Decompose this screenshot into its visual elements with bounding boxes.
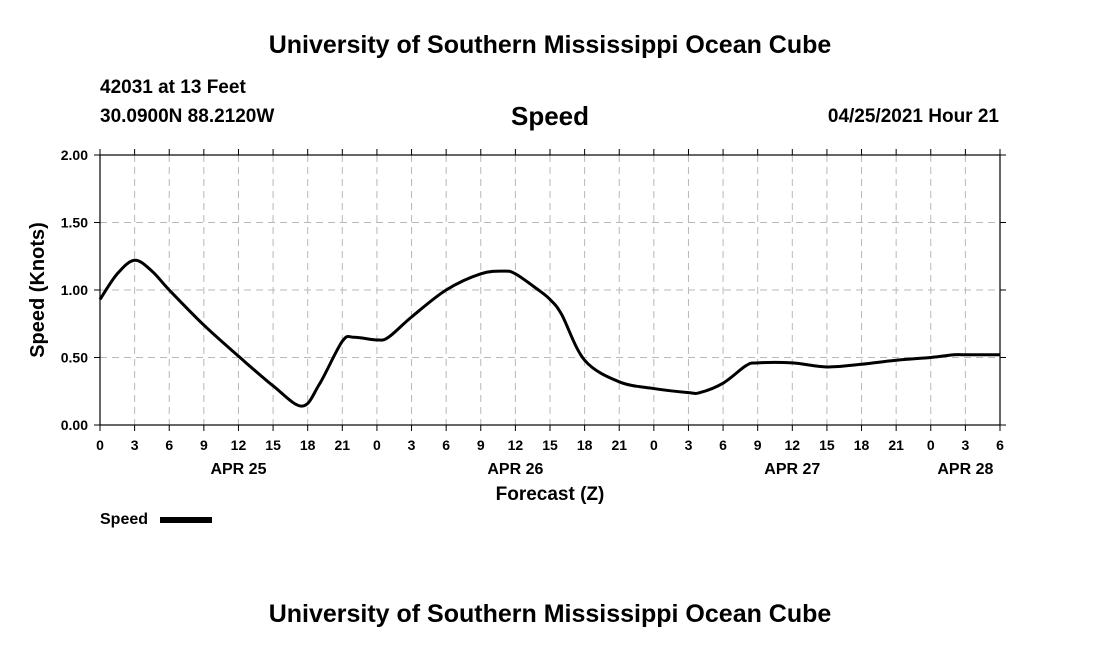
date-label: APR 25 bbox=[210, 461, 266, 478]
x-tick-label: 21 bbox=[611, 437, 627, 453]
chart-title: Speed bbox=[510, 101, 590, 131]
y-tick-label: 0.50 bbox=[61, 350, 88, 366]
legend-label: Speed bbox=[100, 511, 148, 528]
x-tick-label: 9 bbox=[477, 437, 485, 453]
x-tick-label: 9 bbox=[200, 437, 208, 453]
forecast-date-label: 04/25/2021 Hour 21 bbox=[827, 106, 999, 127]
footer-title: University of Southern Mississippi Ocean… bbox=[268, 600, 832, 628]
y-axis-label: Speed (Knots) bbox=[27, 222, 49, 358]
y-tick-label: 0.00 bbox=[61, 417, 88, 433]
x-tick-label: 15 bbox=[819, 437, 835, 453]
x-tick-label: 3 bbox=[408, 437, 416, 453]
x-tick-label: 12 bbox=[508, 437, 524, 453]
page-title: University of Southern Mississippi Ocean… bbox=[268, 31, 832, 59]
plot-frame bbox=[99, 154, 1001, 426]
date-label: APR 26 bbox=[487, 461, 543, 478]
x-tick-label: 6 bbox=[442, 437, 450, 453]
x-tick-label: 12 bbox=[785, 437, 801, 453]
x-tick-label: 3 bbox=[685, 437, 693, 453]
x-tick-label: 15 bbox=[265, 437, 281, 453]
coordinates-label: 30.0900N 88.2120W bbox=[100, 106, 275, 127]
x-tick-label: 9 bbox=[754, 437, 762, 453]
x-tick-label: 0 bbox=[650, 437, 658, 453]
y-tick-label: 1.00 bbox=[61, 282, 88, 298]
x-tick-label: 3 bbox=[961, 437, 969, 453]
date-label: APR 28 bbox=[937, 461, 993, 478]
x-tick-label: 3 bbox=[131, 437, 139, 453]
x-tick-label: 21 bbox=[888, 437, 904, 453]
x-axis-label: Forecast (Z) bbox=[496, 484, 605, 505]
series-line-speed bbox=[98, 258, 1000, 408]
x-tick-label: 18 bbox=[300, 437, 316, 453]
x-tick-label: 0 bbox=[373, 437, 381, 453]
axis-layer: 0.00 0.50 1.00 1.50 2.00 0 3 6 9 12 15 18 21 0 3 6 9 12 15… bbox=[61, 147, 1006, 478]
x-tick-label: 6 bbox=[996, 437, 1004, 453]
x-tick-label: 6 bbox=[719, 437, 727, 453]
x-tick-label: 0 bbox=[927, 437, 935, 453]
x-tick-label: 15 bbox=[542, 437, 558, 453]
x-tick-label: 18 bbox=[577, 437, 593, 453]
x-tick-label: 18 bbox=[854, 437, 870, 453]
y-tick-label: 1.50 bbox=[61, 215, 88, 231]
x-tick-label: 12 bbox=[231, 437, 247, 453]
station-label: 42031 at 13 Feet bbox=[100, 77, 246, 98]
y-tick-label: 2.00 bbox=[61, 147, 88, 163]
legend: Speed bbox=[100, 511, 212, 528]
date-label: APR 27 bbox=[764, 461, 820, 478]
grid-layer bbox=[100, 155, 1000, 425]
x-tick-label: 6 bbox=[165, 437, 173, 453]
series-layer bbox=[98, 258, 1000, 408]
x-tick-label: 0 bbox=[96, 437, 104, 453]
x-tick-label: 21 bbox=[335, 437, 351, 453]
